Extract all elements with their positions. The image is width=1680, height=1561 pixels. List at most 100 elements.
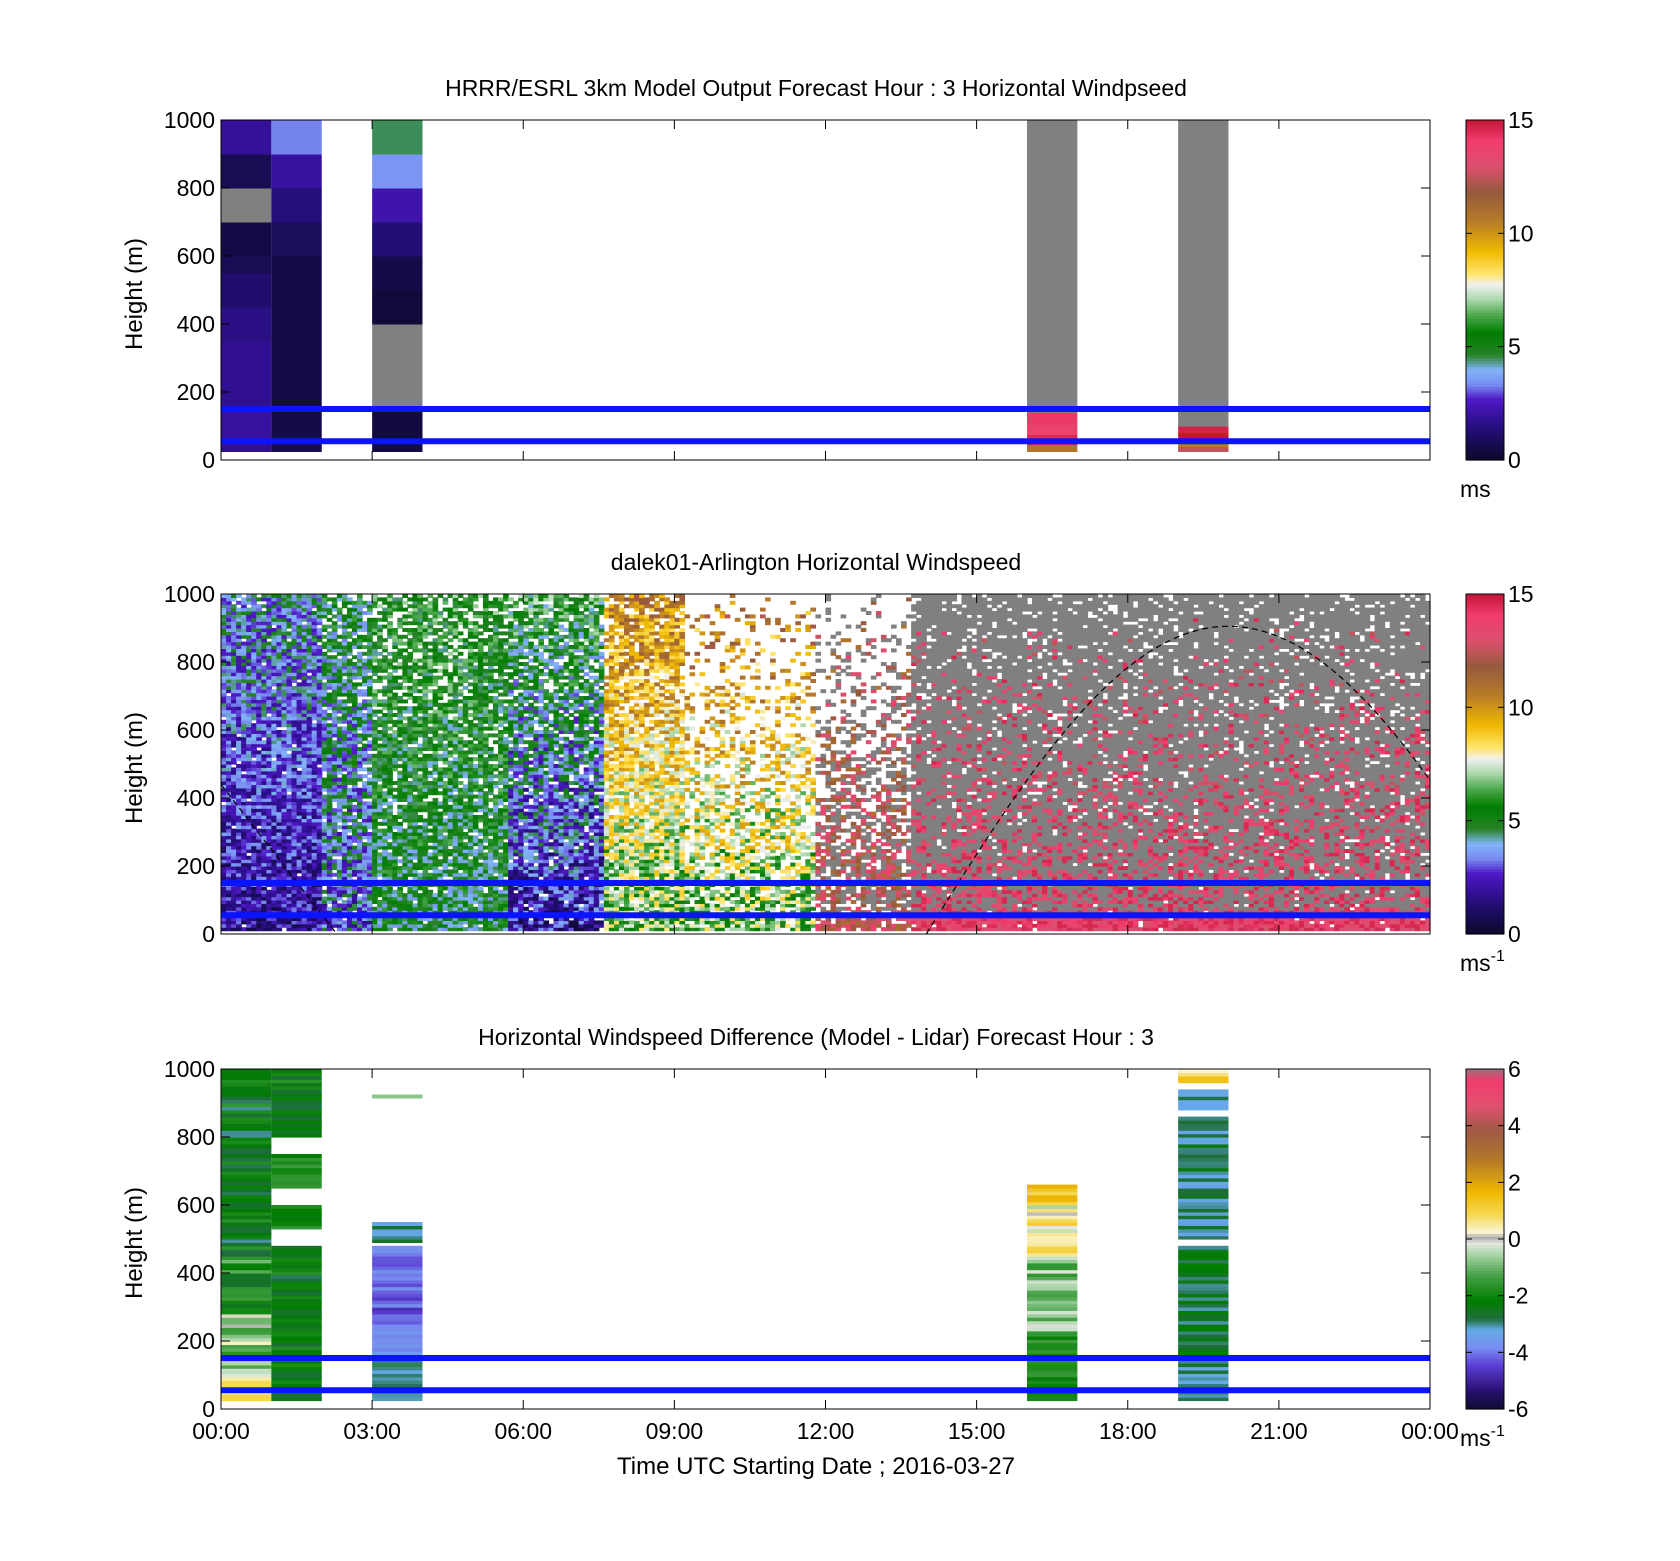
heatmap-cell xyxy=(432,597,439,602)
heatmap-cell xyxy=(241,784,247,789)
heatmap-cell xyxy=(231,638,237,643)
heatmap-cell xyxy=(231,889,237,894)
heatmap-cell xyxy=(412,628,419,632)
heatmap-cell xyxy=(377,651,383,656)
heatmap-cells xyxy=(221,594,1431,932)
heatmap-cell xyxy=(231,733,237,738)
colorbar-swatch xyxy=(1466,131,1504,135)
heatmap-cell xyxy=(226,658,232,663)
heatmap-cell xyxy=(271,120,322,155)
heatmap-cell xyxy=(447,869,454,874)
heatmap-cell xyxy=(377,821,383,826)
heatmap-cell xyxy=(1027,444,1078,452)
heatmap-cell xyxy=(236,910,242,915)
heatmap-cell xyxy=(316,645,323,649)
heatmap-cell xyxy=(462,842,469,847)
heatmap-cell xyxy=(231,842,237,847)
heatmap-cell xyxy=(226,917,232,921)
heatmap-cell xyxy=(392,692,398,697)
heatmap-cell xyxy=(362,600,368,605)
heatmap-cell xyxy=(367,801,373,806)
colorbar-swatch xyxy=(1466,338,1504,342)
heatmap-cell xyxy=(326,604,333,609)
heatmap-cell xyxy=(231,699,237,704)
heatmap-cell xyxy=(1178,426,1229,434)
heatmap-cell xyxy=(397,804,403,809)
heatmap-cell xyxy=(377,675,383,680)
heatmap-cell xyxy=(221,634,227,639)
heatmap-cell xyxy=(251,594,257,598)
heatmap-cell xyxy=(362,774,368,779)
heatmap-cell xyxy=(487,747,494,751)
heatmap-cell xyxy=(226,927,232,932)
heatmap-cell xyxy=(231,736,237,741)
heatmap-cell xyxy=(407,706,414,711)
heatmap-cell xyxy=(477,862,484,867)
colorbar-swatch xyxy=(1466,445,1504,450)
colorbar-swatch xyxy=(1466,202,1504,206)
heatmap-cell xyxy=(417,658,424,663)
heatmap-cell xyxy=(336,641,343,646)
heatmap-cell xyxy=(236,896,242,901)
heatmap-cell xyxy=(226,808,232,813)
heatmap-cell xyxy=(472,794,479,799)
heatmap-cell xyxy=(472,641,479,646)
heatmap-cell xyxy=(231,628,237,632)
heatmap-cell xyxy=(231,808,237,813)
heatmap-cell xyxy=(321,634,328,639)
heatmap-cell xyxy=(226,900,232,904)
heatmap-cell xyxy=(387,621,393,626)
heatmap-cell xyxy=(437,668,444,673)
heatmap-cell xyxy=(432,689,439,694)
heatmap-cell xyxy=(392,719,398,724)
heatmap-cell xyxy=(346,787,353,792)
heatmap-cell xyxy=(392,651,398,656)
heatmap-cell xyxy=(236,777,242,782)
heatmap-cell xyxy=(336,716,343,721)
heatmap-cell xyxy=(442,781,449,785)
heatmap-cell xyxy=(407,781,414,785)
heatmap-cell xyxy=(241,774,247,779)
heatmap-cell xyxy=(221,341,272,410)
heatmap-cell xyxy=(241,777,247,782)
heatmap-cell xyxy=(226,849,232,853)
heatmap-cell xyxy=(226,910,232,915)
heatmap-cell xyxy=(447,658,454,663)
heatmap-cell xyxy=(221,859,227,864)
heatmap-cell xyxy=(362,801,368,806)
heatmap-cell xyxy=(236,692,242,697)
heatmap-cell xyxy=(377,743,383,748)
colorbar-swatch xyxy=(1466,247,1504,251)
colorbar-tick-label: 15 xyxy=(1508,107,1534,133)
heatmap-cell xyxy=(226,614,232,619)
heatmap-cell xyxy=(472,665,479,670)
heatmap-cell xyxy=(457,638,464,643)
heatmap-cell xyxy=(397,764,403,768)
heatmap-cell xyxy=(231,767,237,772)
heatmap-cell xyxy=(397,859,403,864)
heatmap-cell xyxy=(407,597,414,602)
heatmap-cell xyxy=(236,757,242,762)
heatmap-cell xyxy=(357,689,363,694)
heatmap-cell xyxy=(231,923,237,928)
heatmap-cell xyxy=(241,781,247,785)
heatmap-cell xyxy=(402,699,408,704)
heatmap-cell xyxy=(266,594,272,598)
heatmap-cell xyxy=(236,886,242,891)
heatmap-cell xyxy=(422,624,429,629)
colorbar-swatch xyxy=(1466,358,1504,362)
heatmap-cell xyxy=(331,740,338,745)
colorbar-swatch xyxy=(1466,250,1504,254)
heatmap-cell xyxy=(241,842,247,847)
heatmap-cell xyxy=(477,838,484,843)
heatmap-cell xyxy=(226,811,232,816)
heatmap-cell xyxy=(457,689,464,694)
colorbar-swatch xyxy=(1466,290,1504,294)
heatmap-cell xyxy=(477,815,484,819)
colorbar-swatch xyxy=(1466,278,1504,283)
heatmap-cell xyxy=(236,634,242,639)
heatmap-cell xyxy=(427,889,434,894)
heatmap-cell xyxy=(417,689,424,694)
heatmap-cell xyxy=(291,747,298,751)
